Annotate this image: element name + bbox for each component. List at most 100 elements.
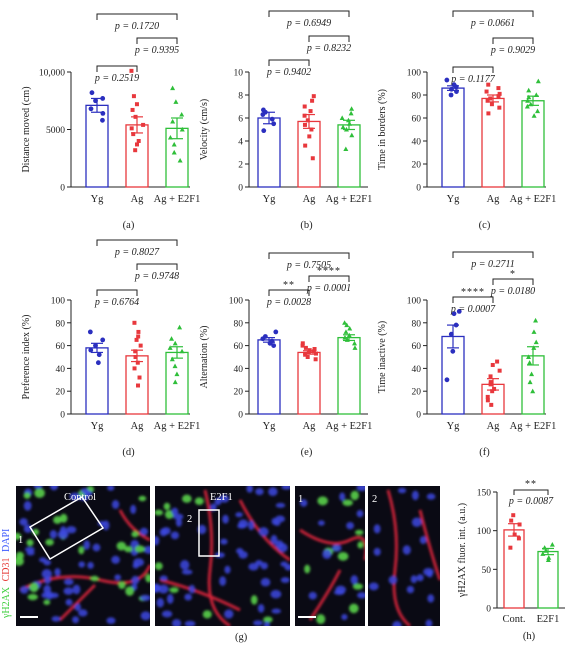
data-point [456,309,462,314]
category-label: Cont. [502,614,525,625]
dapi-nucleus [238,519,249,529]
category-label: Ag [303,421,317,432]
data-point [488,96,493,101]
data-point [495,359,500,364]
dapi-nucleus [19,518,28,526]
bar-ag [297,351,321,415]
vessel [386,489,411,626]
data-point [486,82,491,87]
data-point [170,85,176,91]
data-point [310,98,315,103]
dapi-nucleus [318,520,325,526]
dapi-nucleus [65,598,73,606]
data-point [271,121,277,127]
y-tick-label: 6 [238,115,243,125]
dapi-nucleus [63,578,74,586]
category-label: Yg [263,421,277,432]
data-point [488,374,493,379]
data-point [485,394,490,399]
dapi-nucleus [158,584,169,594]
data-point [496,86,501,91]
dapi-nucleus [214,552,225,558]
data-point [134,102,139,107]
data-point [167,134,173,140]
y-tick-label: 60 [56,342,66,352]
data-point [179,111,185,117]
y-tick-label: 20 [234,388,244,398]
data-point [173,99,179,104]
data-point [497,91,502,96]
gh2ax-nucleus [138,495,147,502]
dapi-nucleus [92,543,101,552]
chart-f: 0 20 40 60 80 100 Time inactive (%) Yg Ag Ag + E2… [377,251,556,458]
category-label: Yg [263,194,277,205]
significance-bracket [268,252,350,259]
data-point [133,148,138,153]
data-point [88,106,94,112]
dapi-nucleus [270,589,282,599]
dapi-nucleus [175,518,183,527]
y-tick-label: 60 [412,115,422,125]
vessel [418,509,440,581]
data-point [130,107,135,112]
panel-label: (b) [300,220,313,231]
dapi-nucleus [419,536,427,545]
gh2ax-nucleus [354,529,364,535]
dapi-nucleus [41,592,51,599]
dapi-nucleus [346,521,355,530]
dapi-nucleus [171,619,182,626]
y-tick-label: 8 [238,92,243,102]
data-point [135,142,140,147]
data-point [531,329,537,334]
dapi-nucleus [188,584,196,594]
data-point [339,115,345,120]
dapi-nucleus [181,569,193,575]
data-point [516,536,521,541]
dapi-nucleus [222,514,229,524]
channel-gh2ax-label: γH2AX [1,586,12,619]
dapi-nucleus [308,591,317,600]
roi-box-2-label: 2 [187,514,192,525]
gh2ax-nucleus [53,516,62,524]
channel-cd31-label: CD31 [1,558,12,582]
dapi-nucleus [335,585,347,594]
data-point [177,324,183,330]
significance-bracket [268,59,310,66]
p-value-label: p = 0.9402 [266,67,311,78]
gh2ax-nucleus [29,582,39,593]
y-axis-label: Velocity (cm/s) [199,99,210,160]
data-point [533,92,539,97]
data-point [137,375,142,380]
data-point [303,143,308,148]
data-point [497,368,502,373]
y-tick-label: 60 [234,342,244,352]
dapi-nucleus [263,621,270,626]
data-point [313,351,318,356]
micrograph-e2f1: E2F1 2 [155,486,290,626]
dapi-nucleus [69,492,81,501]
data-point [170,118,176,124]
dapi-nucleus [246,486,254,493]
data-point [138,343,143,348]
dapi-nucleus [214,497,222,506]
vessel [299,528,365,560]
dapi-nucleus [155,583,161,593]
data-point [450,348,456,354]
gh2ax-nucleus [59,513,68,523]
category-label: Ag + E2F1 [326,194,373,205]
vessel [159,578,241,612]
significance-stars: **** [461,287,485,298]
y-tick-label: 0 [238,411,243,421]
gh2ax-nucleus [348,603,359,614]
data-point [89,90,95,96]
p-value-label: p = 0.8027 [114,247,160,258]
dapi-nucleus [51,615,61,622]
dapi-nucleus [19,585,29,594]
data-point [100,337,106,343]
dapi-nucleus [339,492,346,502]
dapi-nucleus [388,575,398,585]
gh2ax-nucleus [263,616,273,623]
dapi-nucleus [170,531,180,540]
dapi-nucleus [39,557,47,563]
dapi-nucleus [268,487,278,497]
